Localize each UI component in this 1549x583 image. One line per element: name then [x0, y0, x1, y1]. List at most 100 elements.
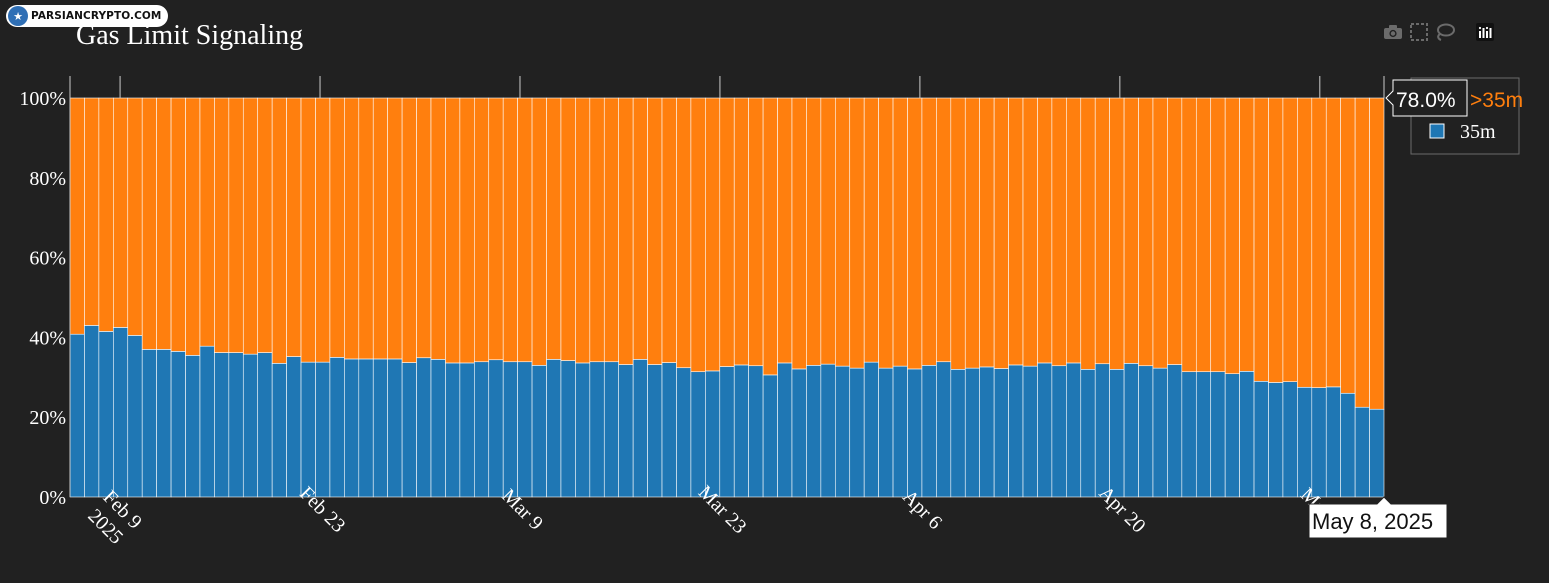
bar-35m[interactable] [632, 359, 648, 498]
bar-35m[interactable] [546, 359, 562, 498]
bar-35m[interactable] [1066, 362, 1082, 498]
bar-gt35m[interactable] [1094, 97, 1110, 365]
bar-gt35m[interactable] [705, 97, 721, 372]
bar-gt35m[interactable] [257, 97, 273, 353]
bar-35m[interactable] [315, 361, 331, 498]
bar-35m[interactable] [1152, 367, 1168, 498]
bar-35m[interactable] [69, 333, 85, 498]
bar-35m[interactable] [575, 362, 591, 498]
bar-35m[interactable] [401, 362, 417, 498]
bar-gt35m[interactable] [661, 97, 677, 363]
bar-gt35m[interactable] [676, 97, 692, 369]
bar-35m[interactable] [531, 365, 547, 498]
bar-gt35m[interactable] [141, 97, 157, 350]
bar-gt35m[interactable] [1253, 97, 1269, 382]
bar-gt35m[interactable] [1282, 97, 1298, 382]
plotly-logo-icon[interactable] [1472, 20, 1498, 44]
bar-gt35m[interactable] [1022, 97, 1038, 367]
bar-gt35m[interactable] [748, 97, 764, 367]
bar-35m[interactable] [1282, 381, 1298, 498]
bar-35m[interactable] [84, 325, 100, 498]
bar-gt35m[interactable] [1037, 97, 1053, 364]
bar-gt35m[interactable] [863, 97, 879, 363]
bar-gt35m[interactable] [344, 97, 360, 360]
bar-35m[interactable] [300, 361, 316, 498]
bar-35m[interactable] [1123, 363, 1139, 498]
bar-35m[interactable] [1224, 373, 1240, 498]
bar-35m[interactable] [242, 353, 259, 498]
bar-gt35m[interactable] [170, 97, 186, 352]
bar-gt35m[interactable] [1239, 97, 1255, 372]
bar-gt35m[interactable] [502, 97, 518, 363]
bar-gt35m[interactable] [445, 97, 461, 364]
bar-gt35m[interactable] [762, 97, 778, 376]
bar-gt35m[interactable] [98, 97, 114, 332]
bar-gt35m[interactable] [156, 97, 172, 350]
bar-gt35m[interactable] [1066, 97, 1082, 364]
bar-35m[interactable] [661, 362, 677, 498]
bar-35m[interactable] [214, 352, 230, 498]
bar-gt35m[interactable] [1210, 97, 1226, 373]
bar-gt35m[interactable] [358, 97, 374, 360]
bar-gt35m[interactable] [1167, 97, 1183, 365]
bar-35m[interactable] [560, 360, 576, 498]
bar-35m[interactable] [964, 367, 980, 498]
bar-35m[interactable] [618, 364, 634, 498]
bar-35m[interactable] [849, 367, 865, 498]
bar-35m[interactable] [1268, 382, 1284, 498]
bar-35m[interactable] [98, 331, 114, 498]
bar-35m[interactable] [228, 352, 244, 498]
bar-35m[interactable] [950, 369, 966, 498]
bar-35m[interactable] [1022, 365, 1038, 498]
bar-gt35m[interactable] [329, 97, 345, 358]
bar-gt35m[interactable] [214, 97, 230, 353]
bar-gt35m[interactable] [459, 97, 475, 364]
bar-gt35m[interactable] [517, 97, 533, 363]
bar-35m[interactable] [1051, 365, 1067, 498]
bar-gt35m[interactable] [113, 97, 129, 328]
bar-35m[interactable] [820, 363, 836, 498]
bar-35m[interactable] [257, 352, 273, 498]
bar-35m[interactable] [993, 368, 1009, 498]
bar-gt35m[interactable] [690, 97, 706, 373]
bar-gt35m[interactable] [1268, 97, 1284, 383]
bar-35m[interactable] [806, 365, 822, 498]
bar-gt35m[interactable] [647, 97, 663, 365]
bar-35m[interactable] [344, 358, 360, 498]
bar-35m[interactable] [777, 362, 793, 498]
bar-gt35m[interactable] [228, 97, 244, 353]
bar-35m[interactable] [1340, 392, 1356, 498]
bar-35m[interactable] [1138, 365, 1154, 498]
bar-35m[interactable] [1369, 408, 1385, 498]
bar-gt35m[interactable] [242, 97, 259, 355]
bar-35m[interactable] [286, 356, 302, 498]
bar-35m[interactable] [1094, 363, 1110, 498]
bar-35m[interactable] [1080, 369, 1096, 498]
bar-gt35m[interactable] [993, 97, 1009, 369]
bar-gt35m[interactable] [806, 97, 822, 366]
bar-gt35m[interactable] [603, 97, 620, 363]
bar-35m[interactable] [1325, 386, 1341, 498]
bar-35m[interactable] [430, 359, 446, 498]
bar-gt35m[interactable] [589, 97, 605, 363]
bar-gt35m[interactable] [878, 97, 894, 369]
bar-gt35m[interactable] [921, 97, 937, 366]
bar-gt35m[interactable] [416, 97, 432, 359]
bar-gt35m[interactable] [1297, 97, 1313, 388]
bar-35m[interactable] [719, 366, 735, 498]
bar-gt35m[interactable] [300, 97, 316, 363]
bar-35m[interactable] [1253, 380, 1269, 498]
bar-35m[interactable] [1210, 371, 1226, 498]
bar-gt35m[interactable] [964, 97, 980, 369]
bar-gt35m[interactable] [1340, 97, 1356, 394]
bar-35m[interactable] [1354, 406, 1370, 498]
bar-35m[interactable] [445, 362, 461, 498]
bar-35m[interactable] [488, 359, 504, 498]
lasso-select-icon[interactable] [1432, 20, 1458, 44]
bar-35m[interactable] [372, 358, 388, 498]
bar-35m[interactable] [1167, 364, 1183, 498]
bar-35m[interactable] [791, 368, 807, 498]
bar-gt35m[interactable] [1311, 97, 1327, 388]
bar-35m[interactable] [676, 367, 692, 498]
